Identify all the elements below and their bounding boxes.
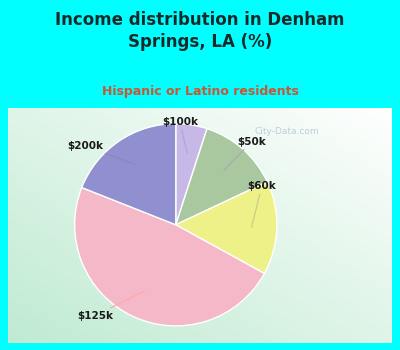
Text: $200k: $200k	[67, 141, 135, 164]
Wedge shape	[176, 128, 267, 225]
Wedge shape	[75, 188, 264, 326]
Text: Income distribution in Denham
Springs, LA (%): Income distribution in Denham Springs, L…	[55, 11, 345, 51]
Wedge shape	[82, 124, 176, 225]
Text: Hispanic or Latino residents: Hispanic or Latino residents	[102, 85, 298, 98]
Text: City-Data.com: City-Data.com	[254, 127, 319, 136]
Text: $100k: $100k	[162, 117, 198, 153]
Text: $60k: $60k	[247, 181, 276, 227]
Text: $125k: $125k	[77, 290, 145, 321]
Text: $50k: $50k	[224, 137, 266, 170]
Wedge shape	[176, 124, 207, 225]
Wedge shape	[176, 182, 277, 273]
